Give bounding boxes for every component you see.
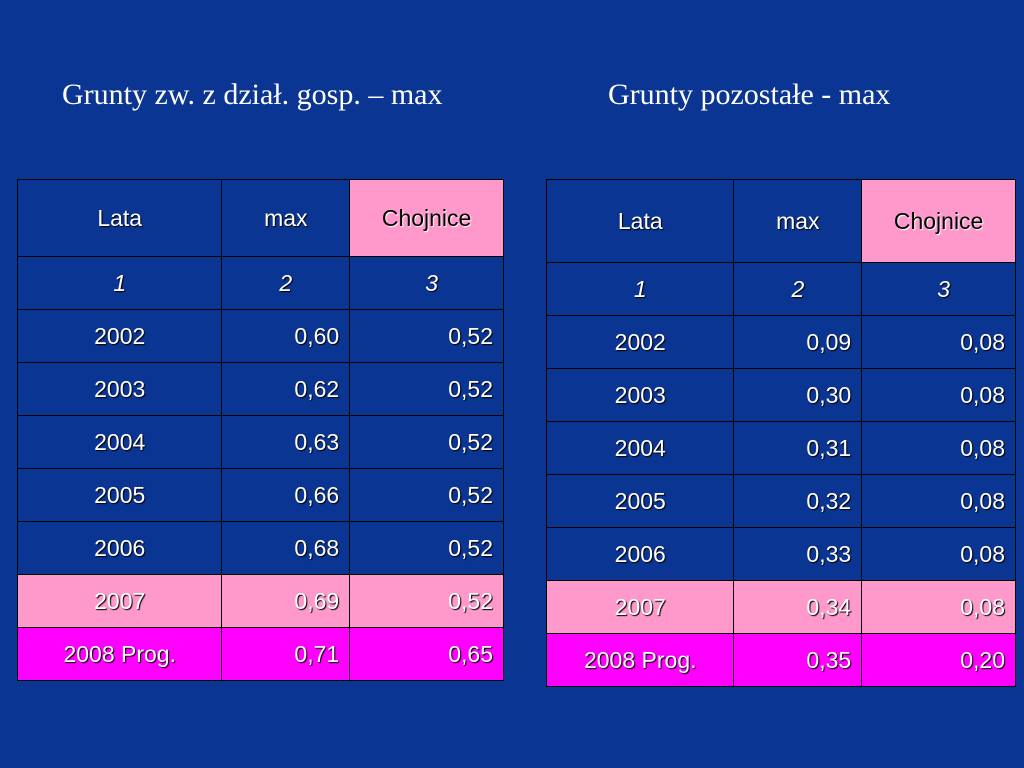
table-row-forecast: 2008 Prog. 0,35 0,20 (545, 633, 1016, 687)
header-max: max (733, 179, 863, 263)
column-number: 1 (16, 256, 223, 310)
chojnice-cell: 0,08 (861, 474, 1016, 528)
year-cell: 2008 Prog. (16, 627, 223, 681)
column-number-row: 1 2 3 (16, 256, 504, 310)
max-cell: 0,34 (733, 580, 863, 634)
column-number: 2 (733, 262, 863, 316)
chojnice-cell: 0,08 (861, 368, 1016, 422)
header-chojnice: Chojnice (861, 179, 1016, 263)
table-row: 2003 0,62 0,52 (16, 362, 504, 416)
max-cell: 0,69 (221, 574, 351, 628)
chojnice-cell: 0,08 (861, 580, 1016, 634)
right-table-title: Grunty pozostałe - max (608, 78, 891, 111)
column-number: 1 (545, 262, 735, 316)
table-header-row: Lata max Chojnice (16, 179, 504, 257)
left-table-title: Grunty zw. z dział. gosp. – max (62, 78, 443, 111)
year-cell: 2006 (16, 521, 223, 575)
header-lata: Lata (545, 179, 735, 263)
max-cell: 0,33 (733, 527, 863, 581)
max-cell: 0,60 (221, 309, 351, 363)
year-cell: 2007 (16, 574, 223, 628)
header-chojnice: Chojnice (349, 179, 504, 257)
column-number: 3 (349, 256, 504, 310)
header-max: max (221, 179, 351, 257)
chojnice-cell: 0,52 (349, 415, 504, 469)
year-cell: 2005 (545, 474, 735, 528)
max-cell: 0,62 (221, 362, 351, 416)
year-cell: 2006 (545, 527, 735, 581)
year-cell: 2005 (16, 468, 223, 522)
chojnice-cell: 0,52 (349, 362, 504, 416)
year-cell: 2007 (545, 580, 735, 634)
chojnice-cell: 0,65 (349, 627, 504, 681)
column-number: 2 (221, 256, 351, 310)
year-cell: 2008 Prog. (545, 633, 735, 687)
table-row-highlighted: 2007 0,69 0,52 (16, 574, 504, 628)
chojnice-cell: 0,52 (349, 521, 504, 575)
table-row: 2004 0,31 0,08 (545, 421, 1016, 475)
max-cell: 0,63 (221, 415, 351, 469)
table-row-forecast: 2008 Prog. 0,71 0,65 (16, 627, 504, 681)
table-row: 2006 0,68 0,52 (16, 521, 504, 575)
max-cell: 0,68 (221, 521, 351, 575)
table-row: 2003 0,30 0,08 (545, 368, 1016, 422)
chojnice-cell: 0,08 (861, 421, 1016, 475)
table-row: 2002 0,60 0,52 (16, 309, 504, 363)
max-cell: 0,35 (733, 633, 863, 687)
year-cell: 2002 (545, 315, 735, 369)
chojnice-cell: 0,52 (349, 574, 504, 628)
table-row-highlighted: 2007 0,34 0,08 (545, 580, 1016, 634)
chojnice-cell: 0,52 (349, 468, 504, 522)
max-cell: 0,30 (733, 368, 863, 422)
column-number-row: 1 2 3 (545, 262, 1016, 316)
right-data-table: Lata max Chojnice 1 2 3 2002 0,09 0,08 2… (545, 179, 1016, 687)
table-row: 2005 0,32 0,08 (545, 474, 1016, 528)
header-lata: Lata (16, 179, 223, 257)
year-cell: 2004 (545, 421, 735, 475)
column-number: 3 (861, 262, 1016, 316)
max-cell: 0,32 (733, 474, 863, 528)
max-cell: 0,66 (221, 468, 351, 522)
chojnice-cell: 0,20 (861, 633, 1016, 687)
left-data-table: Lata max Chojnice 1 2 3 2002 0,60 0,52 2… (16, 179, 504, 681)
max-cell: 0,71 (221, 627, 351, 681)
max-cell: 0,31 (733, 421, 863, 475)
table-row: 2006 0,33 0,08 (545, 527, 1016, 581)
year-cell: 2003 (545, 368, 735, 422)
table-row: 2005 0,66 0,52 (16, 468, 504, 522)
year-cell: 2004 (16, 415, 223, 469)
year-cell: 2003 (16, 362, 223, 416)
chojnice-cell: 0,08 (861, 527, 1016, 581)
year-cell: 2002 (16, 309, 223, 363)
max-cell: 0,09 (733, 315, 863, 369)
table-header-row: Lata max Chojnice (545, 179, 1016, 263)
table-row: 2002 0,09 0,08 (545, 315, 1016, 369)
chojnice-cell: 0,52 (349, 309, 504, 363)
table-row: 2004 0,63 0,52 (16, 415, 504, 469)
chojnice-cell: 0,08 (861, 315, 1016, 369)
